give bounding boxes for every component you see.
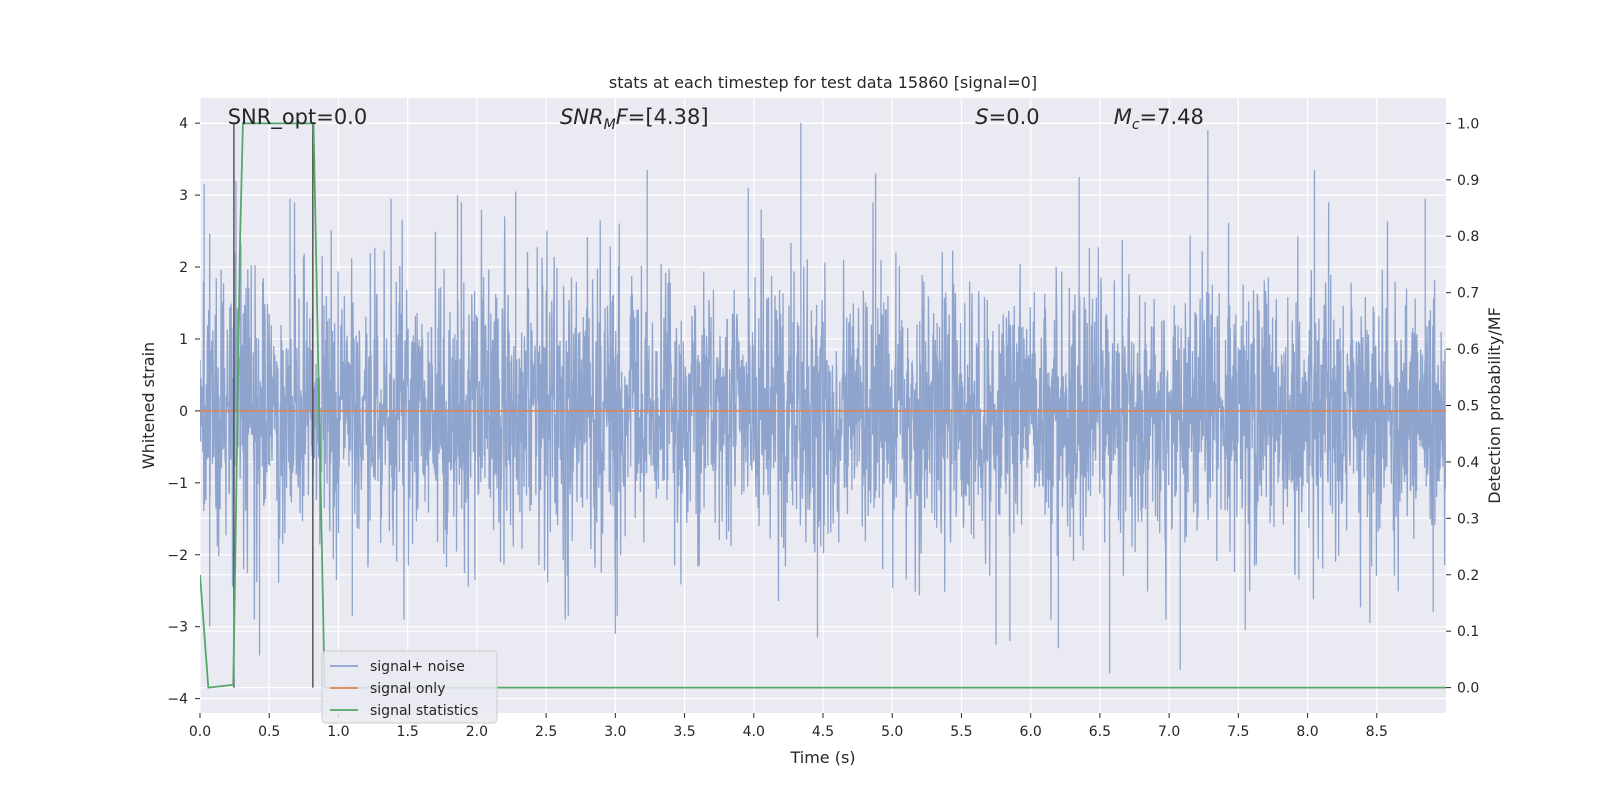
x-tick-label: 7.5: [1227, 724, 1249, 740]
x-tick-label: 2.0: [466, 724, 488, 740]
annotation-snr-opt: SNR_opt=0.0: [228, 105, 368, 130]
x-axis-label: Time (s): [789, 748, 855, 767]
y-left-tick-label: 1: [179, 332, 188, 348]
y-left-tick-label: −4: [167, 692, 188, 708]
y-right-tick-label: 0.3: [1457, 511, 1479, 527]
y-axis-label-left: Whitened strain: [139, 342, 158, 469]
x-tick-label: 5.5: [950, 724, 972, 740]
y-left-tick-label: −3: [167, 620, 188, 636]
x-tick-label: 2.5: [535, 724, 557, 740]
legend: signal+ noise signal only signal statistic…: [321, 650, 498, 724]
x-tick-label: 5.0: [881, 724, 903, 740]
y-right-tick-label: 0.6: [1457, 342, 1479, 358]
x-tick-label: 4.5: [812, 724, 834, 740]
annotation-snr-mf: SNRMF=[4.38]: [560, 105, 709, 133]
x-tick-label: 1.5: [397, 724, 419, 740]
y-left-tick-label: 4: [179, 116, 188, 132]
x-tick-label: 0.0: [189, 724, 211, 740]
y-right-tick-label: 0.9: [1457, 173, 1479, 189]
y-right-tick-label: 1.0: [1457, 116, 1479, 132]
y-right-tick-label: 0.1: [1457, 624, 1479, 640]
legend-box: [321, 650, 498, 724]
y-left-tick-label: −1: [167, 476, 188, 492]
y-left-tick-label: 2: [179, 260, 188, 276]
y-left-tick-label: −2: [167, 548, 188, 564]
x-tick-label: 4.0: [743, 724, 765, 740]
x-tick-label: 6.5: [1089, 724, 1111, 740]
legend-label: signal+ noise: [370, 659, 465, 675]
y-right-tick-label: 0.8: [1457, 229, 1479, 245]
x-tick-label: 8.0: [1296, 724, 1318, 740]
annotations: SNR_opt=0.0 SNRMF=[4.38] S=0.0 Mc=7.48: [228, 105, 1204, 133]
x-tick-label: 3.5: [673, 724, 695, 740]
plot-series: [200, 122, 1446, 689]
x-tick-label: 3.0: [604, 724, 626, 740]
x-tick-label: 8.5: [1366, 724, 1388, 740]
y-right-tick-label: 0.7: [1457, 286, 1479, 302]
y-left-tick-label: 3: [179, 188, 188, 204]
y-right-tick-label: 0.0: [1457, 681, 1479, 697]
legend-label: signal statistics: [370, 703, 478, 719]
y-right-tick-label: 0.2: [1457, 568, 1479, 584]
x-tick-label: 0.5: [258, 724, 280, 740]
annotation-mc: Mc=7.48: [1114, 105, 1204, 133]
y-right-tick-label: 0.4: [1457, 455, 1479, 471]
x-tick-label: 7.0: [1158, 724, 1180, 740]
y-right-tick-label: 0.5: [1457, 399, 1479, 415]
y-left-tick-label: 0: [179, 404, 188, 420]
series-signal-noise: [200, 123, 1446, 674]
axes: 0.0 0.5 1.0 1.5 2.0 2.5 3.0 3.5 4.0 4.5 5.0 5.5 6.0 6…: [167, 116, 1479, 740]
annotation-s: S=0.0: [975, 105, 1039, 129]
x-tick-label: 6.0: [1020, 724, 1042, 740]
chart-title: stats at each timestep for test data 158…: [609, 73, 1037, 92]
legend-label: signal only: [370, 681, 445, 697]
x-tick-label: 1.0: [327, 724, 349, 740]
y-axis-label-right: Detection probability/MF: [1485, 307, 1504, 504]
series-signal-statistics: [200, 122, 1446, 689]
